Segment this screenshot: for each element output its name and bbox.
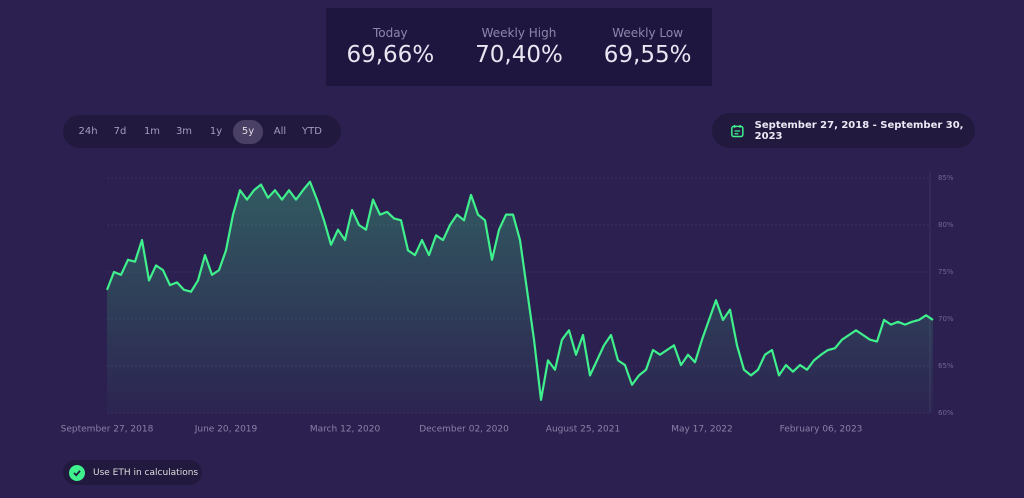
x-tick-label: February 06, 2023 <box>780 425 863 435</box>
x-tick-label: August 25, 2021 <box>546 425 620 435</box>
y-tick-label: 65% <box>938 362 954 370</box>
range-button[interactable]: 3m <box>175 126 193 137</box>
y-tick-label: 70% <box>938 315 954 323</box>
y-tick-label: 60% <box>938 409 954 417</box>
area <box>107 181 933 413</box>
stat: Today 69,66% <box>346 26 434 68</box>
stat-label: Weekly High <box>481 26 557 40</box>
range-selector: 24h 7d 1m 3m 1y 5y All YTD <box>63 115 341 148</box>
x-tick-label: March 12, 2020 <box>310 425 381 435</box>
check-icon <box>73 469 81 477</box>
range-button[interactable]: YTD <box>302 126 322 137</box>
stats-panel: Today 69,66% Weekly High 70,40% Weekly Low 69… <box>326 8 712 86</box>
y-tick-label: 85% <box>938 174 954 182</box>
calendar-icon <box>731 124 744 137</box>
range-button[interactable]: 5y <box>233 119 263 144</box>
x-tick-label: December 02, 2020 <box>419 425 509 435</box>
y-tick-label: 75% <box>938 268 954 276</box>
range-button[interactable]: All <box>273 126 287 137</box>
range-button[interactable]: 24h <box>78 126 98 137</box>
stat: Weekly Low 69,55% <box>604 26 692 68</box>
date-range-text: September 27, 2018 - September 30, 2023 <box>754 119 964 142</box>
stat-value: 70,40% <box>475 42 563 68</box>
eth-option[interactable]: Use ETH in calculations <box>63 460 202 485</box>
stat-value: 69,66% <box>346 42 435 68</box>
stat-label: Today <box>372 26 408 40</box>
stat-label: Weekly Low <box>612 26 684 40</box>
y-tick-label: 80% <box>938 221 954 229</box>
checkbox[interactable] <box>69 464 85 481</box>
range-button[interactable]: 1m <box>143 126 161 137</box>
x-tick-label: June 20, 2019 <box>194 425 258 435</box>
range-button[interactable]: 7d <box>113 126 127 137</box>
stat: Weekly High 70,40% <box>475 26 563 68</box>
line <box>105 180 934 401</box>
date-range-picker[interactable]: September 27, 2018 - September 30, 2023 <box>712 113 975 148</box>
range-button[interactable]: 1y <box>209 126 223 137</box>
x-tick-label: May 17, 2022 <box>671 425 733 435</box>
stat-value: 69,55% <box>603 42 692 68</box>
x-tick-label: September 27, 2018 <box>61 425 154 435</box>
option-label: Use ETH in calculations <box>93 467 199 478</box>
